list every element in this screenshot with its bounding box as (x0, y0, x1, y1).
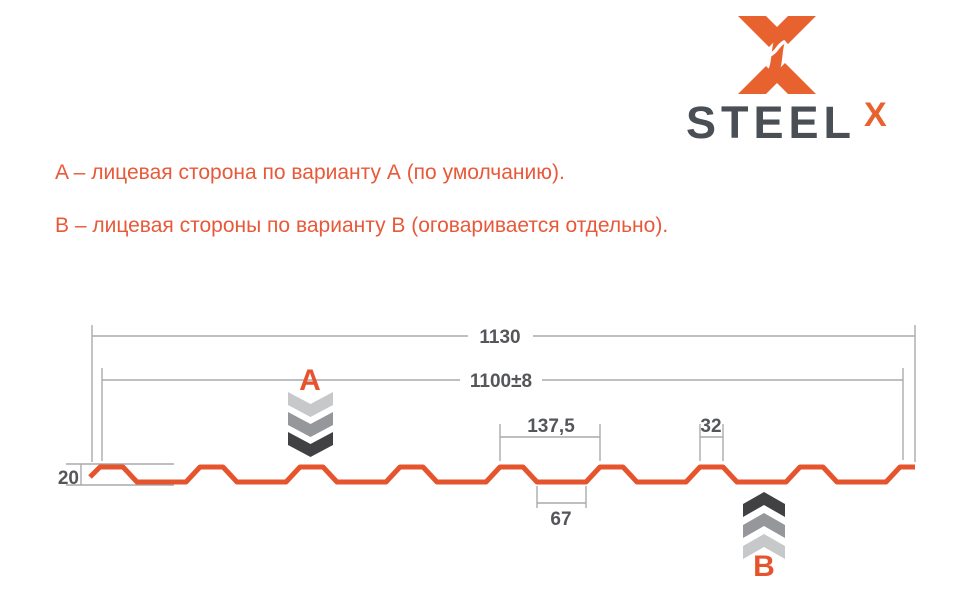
brand-x-mark-icon (738, 16, 816, 94)
brand-logo: STEEL X (686, 10, 906, 150)
side-a-marker: A (288, 364, 333, 457)
brand-sup-x: X (864, 96, 887, 134)
dim-rib-pitch: 137,5 (527, 416, 575, 437)
note-variant-b: B – лицевая стороны по варианту В (огова… (55, 214, 669, 237)
dimension-lines (66, 325, 916, 508)
side-b-marker: B (743, 492, 785, 583)
dim-cover-width: 1100±8 (470, 371, 532, 392)
dim-profile-height: 20 (58, 468, 79, 489)
dimension-labels: 1130 1100±8 137,5 32 67 20 (58, 327, 722, 530)
note-variant-a: A – лицевая сторона по варианту А (по ум… (55, 161, 565, 184)
side-a-chevrons-icon (288, 392, 333, 457)
side-b-chevrons-icon (743, 492, 785, 559)
dim-valley-width: 67 (550, 509, 571, 530)
side-a-label: A (299, 364, 321, 397)
side-b-label: B (753, 550, 775, 583)
dim-total-width: 1130 (479, 327, 520, 348)
dim-crest-width: 32 (700, 416, 721, 437)
brand-wordmark: STEEL (686, 97, 857, 148)
sheet-profile-line (88, 464, 915, 485)
